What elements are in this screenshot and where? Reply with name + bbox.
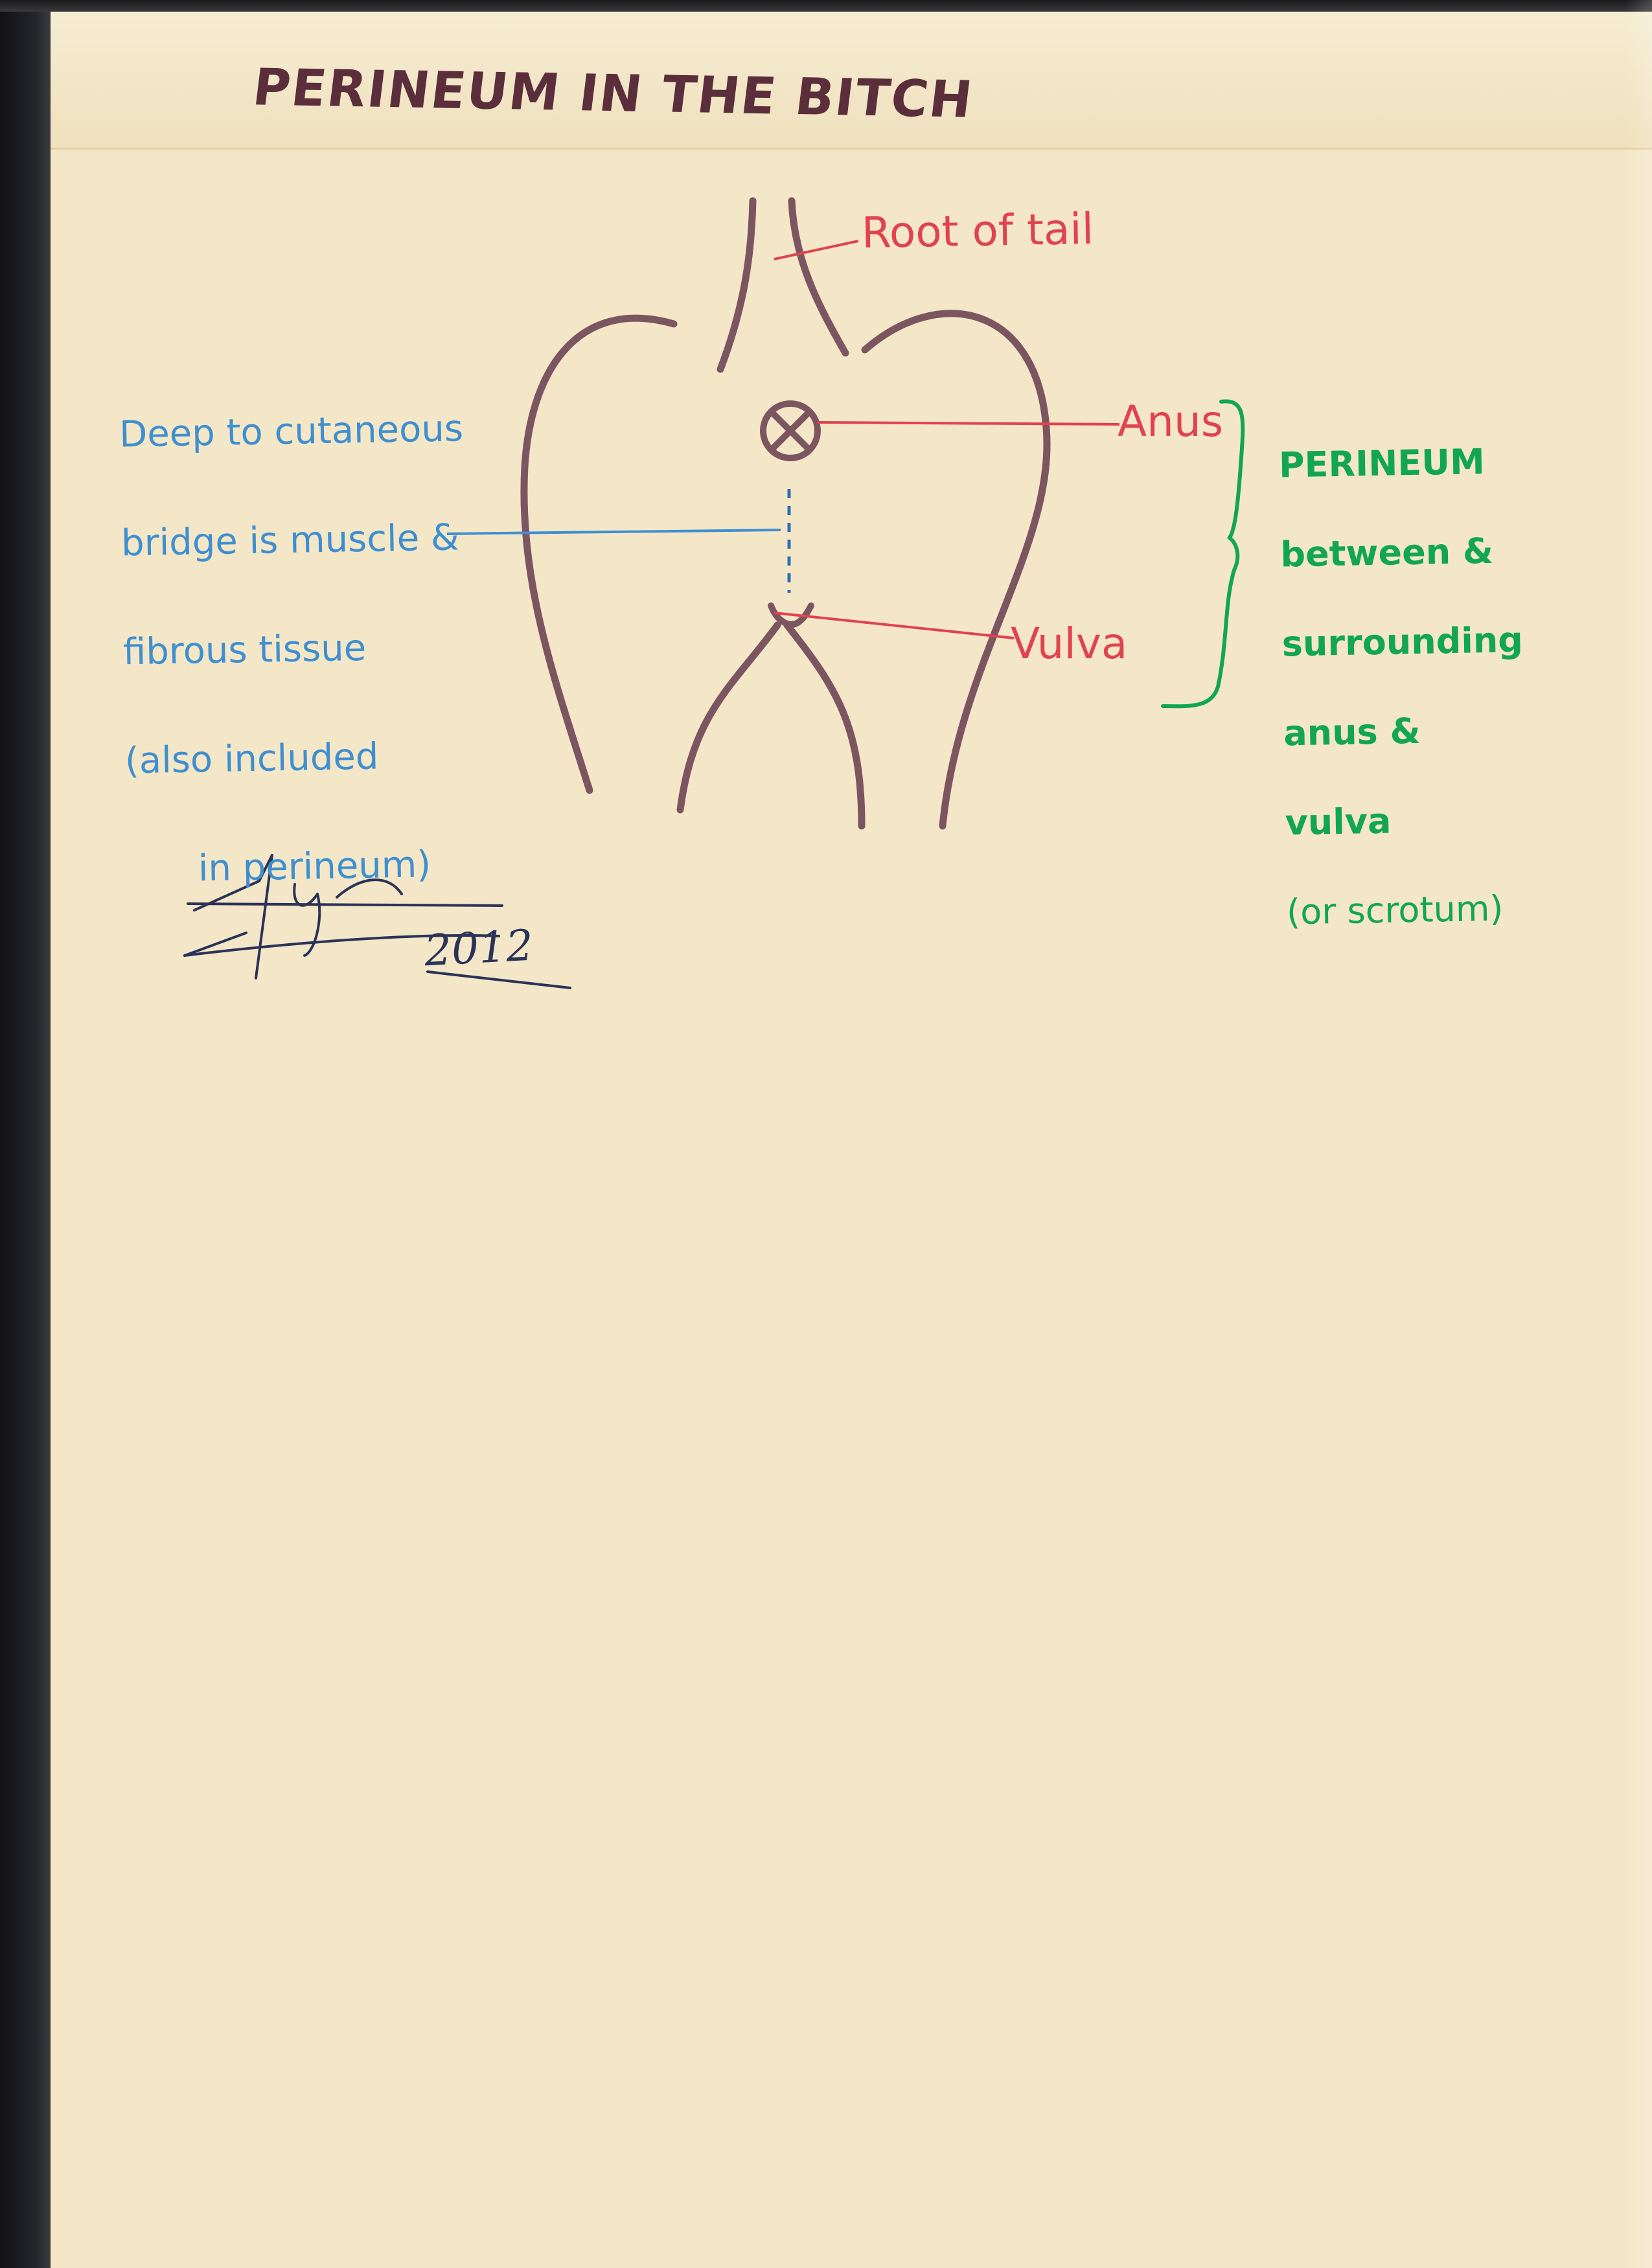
right-leg-inner-outline	[783, 621, 866, 830]
cutaneous-bridge-note: Deep to cutaneous bridge is muscle & fib…	[118, 347, 530, 952]
right-thigh-outline	[861, 310, 1051, 830]
top-scan-edge	[0, 0, 1652, 12]
scanner-border	[0, 0, 51, 2268]
note-line: between &	[1279, 530, 1494, 575]
tape-strip	[51, 12, 1652, 150]
note-line: vulva	[1285, 800, 1392, 843]
signature-year: 2012	[423, 920, 534, 976]
note-line: (also included	[124, 735, 379, 783]
perineum-definition-note: PERINEUM between & surrounding anus & vu…	[1278, 393, 1625, 979]
vulva-leader	[774, 612, 1015, 639]
note-line: Deep to cutaneous	[119, 407, 464, 456]
anus-leader	[817, 421, 1120, 426]
root-of-tail-leader	[774, 240, 859, 260]
left-thigh-outline	[520, 314, 678, 794]
note-heading: PERINEUM	[1278, 441, 1486, 486]
note-line: surrounding	[1281, 619, 1524, 665]
note-line: in perineum)	[198, 843, 431, 890]
note-line: anus &	[1283, 710, 1421, 754]
anus-symbol	[760, 400, 821, 461]
label-root-of-tail: Root of tail	[861, 203, 1094, 258]
note-line: bridge is muscle &	[120, 516, 460, 565]
vulva-symbol	[768, 602, 814, 628]
scan-glare	[1626, 0, 1652, 2268]
perineum-brace	[1161, 399, 1245, 709]
label-vulva: Vulva	[1011, 619, 1128, 669]
signature	[183, 854, 571, 989]
tail-left-outline	[717, 197, 757, 373]
left-leg-inner-outline	[676, 621, 781, 814]
cutaneous-note-leader	[446, 529, 781, 535]
tail-right-outline	[788, 197, 849, 357]
note-line: fibrous tissue	[122, 626, 367, 674]
label-anus: Anus	[1118, 396, 1224, 446]
note-line: (or scrotum)	[1286, 888, 1504, 933]
